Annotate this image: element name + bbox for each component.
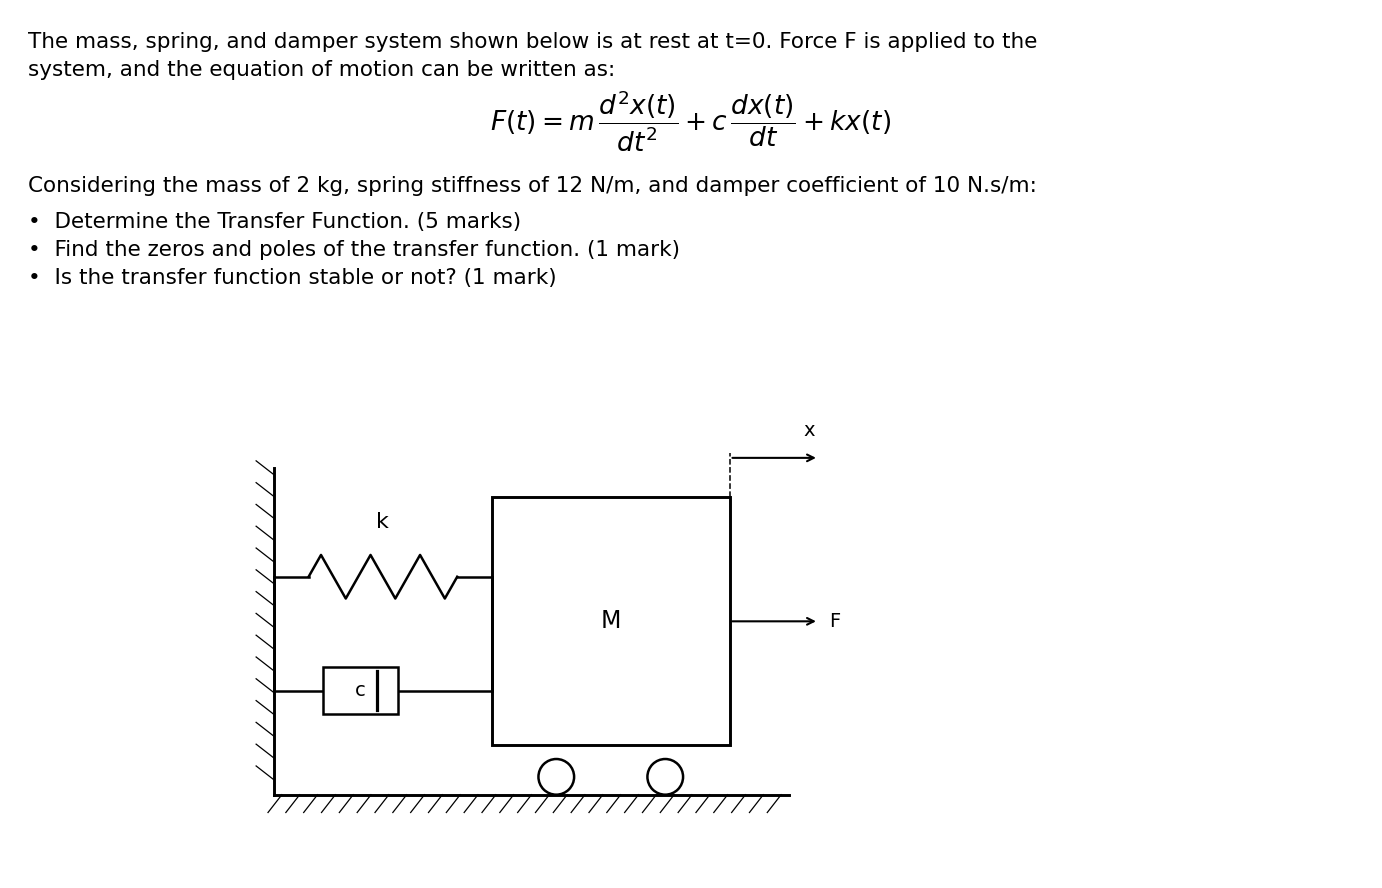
Text: $F(t) = m\,\dfrac{d^2x(t)}{dt^2} + c\,\dfrac{dx(t)}{dt} + kx(t)$: $F(t) = m\,\dfrac{d^2x(t)}{dt^2} + c\,\d… xyxy=(491,89,891,154)
Circle shape xyxy=(539,759,574,795)
Text: •  Determine the Transfer Function. (5 marks): • Determine the Transfer Function. (5 ma… xyxy=(28,212,521,232)
Text: The mass, spring, and damper system shown below is at rest at t=0. Force F is ap: The mass, spring, and damper system show… xyxy=(28,32,1038,52)
Text: x: x xyxy=(803,421,814,440)
Text: •  Find the zeros and poles of the transfer function. (1 mark): • Find the zeros and poles of the transf… xyxy=(28,240,680,260)
Text: system, and the equation of motion can be written as:: system, and the equation of motion can b… xyxy=(28,59,615,80)
Bar xyxy=(323,667,398,715)
Text: c: c xyxy=(355,681,366,700)
Text: Considering the mass of 2 kg, spring stiffness of 12 N/m, and damper coefficient: Considering the mass of 2 kg, spring sti… xyxy=(28,176,1036,195)
Text: •  Is the transfer function stable or not? (1 mark): • Is the transfer function stable or not… xyxy=(28,267,557,288)
Text: M: M xyxy=(601,609,621,633)
Bar xyxy=(492,497,730,745)
Circle shape xyxy=(647,759,683,795)
Text: k: k xyxy=(376,512,390,532)
Text: F: F xyxy=(829,612,840,630)
